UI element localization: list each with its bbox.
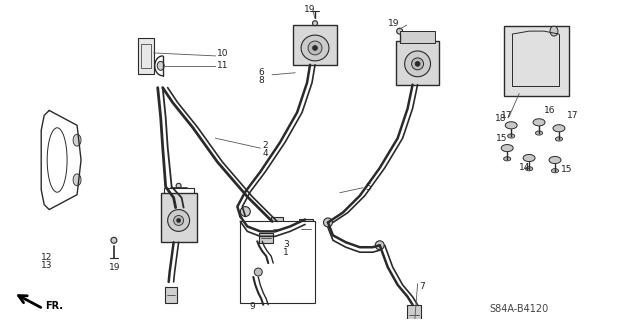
Text: 5: 5 [365,183,371,192]
Text: 12: 12 [41,253,52,262]
Text: 15: 15 [496,134,508,143]
Ellipse shape [525,167,532,171]
Bar [406,305,420,320]
Ellipse shape [550,26,558,36]
Text: 4: 4 [262,148,268,157]
Ellipse shape [404,51,431,77]
Bar [141,44,151,68]
Ellipse shape [301,35,329,61]
Ellipse shape [556,137,563,141]
Ellipse shape [412,58,424,70]
Bar [399,31,435,43]
Text: 17: 17 [567,111,579,120]
Ellipse shape [111,237,117,243]
Ellipse shape [553,125,565,132]
Ellipse shape [168,210,189,231]
Ellipse shape [501,145,513,152]
Bar [241,221,315,303]
Bar [293,25,337,65]
Ellipse shape [508,134,515,138]
Ellipse shape [536,131,543,135]
Text: 13: 13 [41,260,52,269]
Ellipse shape [504,157,511,161]
Ellipse shape [552,169,559,173]
Text: 11: 11 [218,61,229,70]
Bar [164,287,177,303]
Bar [271,218,283,237]
Ellipse shape [312,45,317,51]
Text: 19: 19 [304,5,316,14]
Text: 6: 6 [259,68,264,77]
Ellipse shape [397,28,403,34]
Ellipse shape [375,241,384,250]
Ellipse shape [308,41,322,55]
Ellipse shape [73,134,81,146]
Text: 8: 8 [259,76,264,85]
Ellipse shape [323,218,332,227]
Text: FR.: FR. [45,301,63,311]
Ellipse shape [176,183,181,188]
Ellipse shape [533,119,545,126]
Ellipse shape [549,156,561,164]
Ellipse shape [254,268,262,276]
Text: 15: 15 [561,165,572,174]
Ellipse shape [173,215,184,225]
Text: 14: 14 [519,164,531,172]
Text: 16: 16 [544,106,556,115]
Text: 18: 18 [495,114,507,123]
Ellipse shape [415,61,420,66]
Ellipse shape [177,219,180,222]
Ellipse shape [73,174,81,186]
Text: 10: 10 [218,49,229,59]
Text: S84A-B4120: S84A-B4120 [489,304,548,314]
Text: 17: 17 [501,111,513,120]
Text: 19: 19 [109,263,120,272]
Text: 1: 1 [283,248,289,257]
Text: 3: 3 [283,240,289,249]
Ellipse shape [241,207,250,217]
Ellipse shape [505,122,517,129]
Ellipse shape [523,155,535,162]
Ellipse shape [312,21,317,26]
Text: 19: 19 [388,19,399,28]
Text: 7: 7 [420,282,426,292]
Bar [504,26,569,96]
Bar [138,38,154,74]
Bar [259,233,273,243]
Text: 2: 2 [262,140,268,150]
Bar [299,220,313,239]
Bar [161,193,196,242]
Ellipse shape [157,61,164,70]
Bar [396,41,440,85]
Text: 9: 9 [250,302,255,311]
